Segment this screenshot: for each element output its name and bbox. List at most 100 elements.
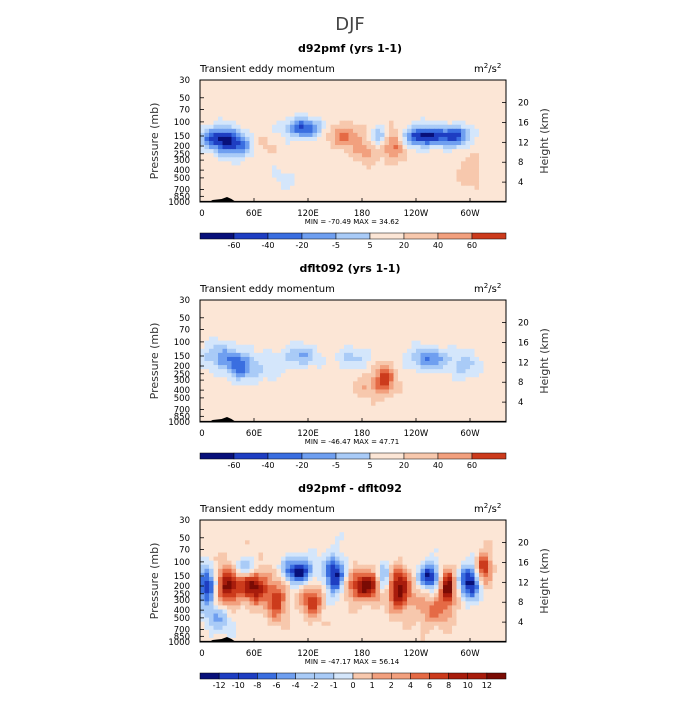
heatmap-cell: [430, 149, 435, 153]
heatmap-cell: [263, 353, 268, 357]
heatmap-cell: [214, 320, 219, 324]
heatmap-cell: [443, 394, 448, 398]
heatmap-cell: [371, 337, 376, 341]
heatmap-cell: [452, 361, 457, 365]
heatmap-cell: [457, 349, 462, 353]
heatmap-cell: [344, 121, 349, 125]
heatmap-cell: [385, 186, 390, 190]
heatmap-cell: [214, 113, 219, 117]
heatmap-cell: [421, 349, 426, 353]
heatmap-cell: [304, 108, 309, 112]
heatmap-cell: [340, 524, 345, 528]
heatmap-cell: [218, 190, 223, 194]
colorbar-label: -5: [332, 461, 340, 470]
heatmap-cell: [349, 561, 354, 565]
heatmap-cell: [223, 337, 228, 341]
heatmap-cell: [412, 169, 417, 173]
heatmap-cell: [385, 113, 390, 117]
heatmap-cell: [209, 528, 214, 532]
heatmap-cell: [452, 161, 457, 165]
heatmap-cell: [416, 349, 421, 353]
heatmap-cell: [340, 561, 345, 565]
heatmap-cell: [484, 137, 489, 141]
heatmap-cell: [259, 113, 264, 117]
heatmap-cell: [317, 520, 322, 524]
heatmap-cell: [322, 133, 327, 137]
heatmap-cell: [313, 178, 318, 182]
heatmap-cell: [452, 557, 457, 561]
heatmap-cell: [290, 328, 295, 332]
heatmap-cell: [232, 113, 237, 117]
heatmap-cell: [497, 353, 502, 357]
heatmap-cell: [227, 402, 232, 406]
heatmap-cell: [430, 365, 435, 369]
heatmap-cell: [236, 182, 241, 186]
heatmap-cell: [479, 553, 484, 557]
heatmap-cell: [371, 133, 376, 137]
heatmap-cell: [304, 540, 309, 544]
y-tick-label: 100: [174, 338, 190, 348]
heatmap-cell: [241, 84, 246, 88]
heatmap-cell: [326, 394, 331, 398]
heatmap-cell: [317, 341, 322, 345]
heatmap-cell: [389, 121, 394, 125]
heatmap-cell: [259, 125, 264, 129]
heatmap-cell: [254, 129, 259, 133]
heatmap-cell: [389, 381, 394, 385]
heatmap-cell: [403, 369, 408, 373]
heatmap-cell: [457, 137, 462, 141]
heatmap-cell: [340, 328, 345, 332]
heatmap-cell: [367, 190, 372, 194]
heatmap-cell: [340, 178, 345, 182]
heatmap-cell: [313, 174, 318, 178]
heatmap-cell: [488, 536, 493, 540]
heatmap-cell: [452, 532, 457, 536]
heatmap-cell: [425, 524, 430, 528]
heatmap-cell: [299, 84, 304, 88]
heatmap-cell: [223, 369, 228, 373]
heatmap-cell: [358, 100, 363, 104]
heatmap-cell: [236, 153, 241, 157]
heatmap-cell: [362, 377, 367, 381]
heatmap-cell: [358, 414, 363, 418]
heatmap-cell: [380, 320, 385, 324]
heatmap-cell: [308, 324, 313, 328]
heatmap-cell: [277, 389, 282, 393]
heatmap-cell: [241, 141, 246, 145]
heatmap-cell: [493, 548, 498, 552]
heatmap-cell: [317, 182, 322, 186]
heatmap-cell: [209, 137, 214, 141]
heatmap-cell: [259, 161, 264, 165]
heatmap-cell: [331, 536, 336, 540]
heatmap-cell: [241, 410, 246, 414]
heatmap-cell: [479, 104, 484, 108]
heatmap-cell: [479, 129, 484, 133]
heatmap-cell: [461, 324, 466, 328]
heatmap-cell: [448, 324, 453, 328]
heatmap-cell: [457, 182, 462, 186]
heatmap-cell: [349, 125, 354, 129]
heatmap-cell: [322, 324, 327, 328]
heatmap-cell: [326, 389, 331, 393]
heatmap-cell: [488, 178, 493, 182]
heatmap-cell: [398, 548, 403, 552]
heatmap-cell: [326, 361, 331, 365]
heatmap-cell: [349, 308, 354, 312]
heatmap-cell: [412, 161, 417, 165]
heatmap-cell: [358, 153, 363, 157]
heatmap-cell: [484, 357, 489, 361]
heatmap-cell: [335, 373, 340, 377]
heatmap-cell: [470, 389, 475, 393]
heatmap-cell: [335, 165, 340, 169]
heatmap-cell: [277, 357, 282, 361]
heatmap-cell: [277, 406, 282, 410]
heatmap-cell: [281, 553, 286, 557]
heatmap-cell: [214, 337, 219, 341]
heatmap-cell: [200, 113, 205, 117]
heatmap-cell: [200, 141, 205, 145]
heatmap-cell: [367, 528, 372, 532]
heatmap-cell: [430, 402, 435, 406]
heatmap-cell: [362, 548, 367, 552]
heatmap-cell: [349, 117, 354, 121]
heatmap-cell: [452, 84, 457, 88]
